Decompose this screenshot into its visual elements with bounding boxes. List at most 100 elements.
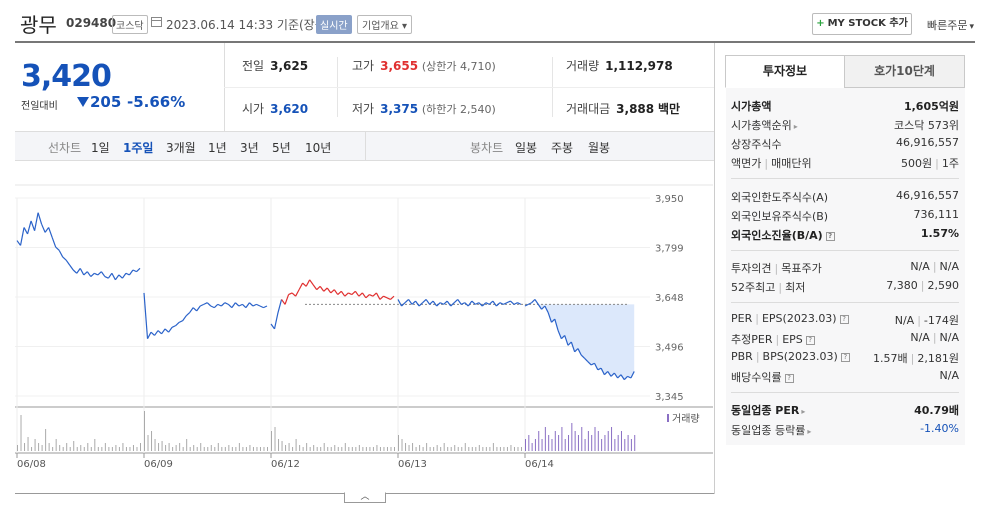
- company-overview-label: 기업개요: [362, 21, 399, 32]
- sector-per-row[interactable]: 동일업종 PER ▸ 40.79배: [731, 401, 959, 419]
- foreign-limit-value: 46,916,557: [896, 189, 959, 202]
- price-line-segment: [570, 341, 576, 353]
- par-unit-value: 500원 | 1주: [901, 155, 959, 171]
- current-price-box: 3,420 전일대비 205 -5.66%: [15, 43, 224, 131]
- price-line-segment: [104, 276, 109, 279]
- pipe-separator: |: [774, 262, 779, 275]
- price-line-segment: [238, 303, 243, 307]
- volume: 거래량 1,112,978: [566, 57, 673, 77]
- price-line-segment: [333, 289, 339, 295]
- 52week-high-value: 7,380: [886, 279, 918, 292]
- volume-bar: [45, 429, 47, 451]
- price-line-segment: [252, 303, 257, 307]
- candle-weekly[interactable]: 주봉: [551, 141, 574, 155]
- pbr-label: PBR: [731, 350, 753, 363]
- add-mystock-button[interactable]: + MY STOCK 추가: [812, 13, 912, 35]
- 52week-row: 52주최고 | 최저 7,380 | 2,590: [731, 278, 959, 296]
- company-overview-dropdown[interactable]: 기업개요 ▾: [357, 15, 413, 34]
- volume-bar: [136, 447, 138, 451]
- est-per-row: 추정PER | EPS? N/A | N/A: [731, 330, 959, 348]
- price-line-segment: [51, 237, 57, 248]
- volume-bar: [510, 445, 512, 451]
- price-line-segment: [551, 318, 556, 323]
- volume-bar: [182, 447, 184, 451]
- price-line-segment: [241, 303, 247, 309]
- pbr-period: (2023.03): [783, 350, 838, 363]
- price-line-segment: [62, 256, 67, 261]
- volume-bar: [97, 447, 99, 451]
- plus-icon: +: [816, 18, 825, 29]
- price-line-segment: [234, 302, 240, 307]
- period-10y[interactable]: 10년: [305, 141, 332, 155]
- volume-bar: [525, 439, 526, 451]
- help-icon[interactable]: ?: [825, 231, 835, 241]
- volume-bar: [415, 447, 417, 451]
- volume-bar: [281, 441, 283, 451]
- volume-bar: [379, 447, 381, 451]
- quick-order-dropdown[interactable]: 빠른주문: [927, 17, 974, 33]
- collapse-chart-button[interactable]: ︿: [344, 492, 386, 503]
- sector-rate-row[interactable]: 동일업종 등락률 ▸ -1.40%: [731, 421, 959, 439]
- caret-right-icon: ▸: [807, 427, 812, 436]
- shares-value: 46,916,557: [896, 136, 959, 149]
- opinion-value: N/A | N/A: [910, 260, 959, 273]
- bps-label: BPS: [762, 350, 784, 363]
- tab-invest-info[interactable]: 투자정보: [725, 55, 845, 88]
- volume-bar: [73, 441, 75, 451]
- volume-bar: [278, 439, 280, 451]
- help-icon[interactable]: ?: [839, 314, 849, 324]
- tab-orderbook[interactable]: 호가10단계: [844, 55, 965, 88]
- period-1y[interactable]: 1년: [208, 141, 227, 155]
- volume-bar: [154, 439, 156, 451]
- help-icon[interactable]: ?: [805, 335, 815, 345]
- period-3y[interactable]: 3년: [240, 141, 259, 155]
- volume-bar: [591, 435, 593, 451]
- price-line-segment: [295, 289, 300, 297]
- help-icon[interactable]: ?: [840, 352, 850, 362]
- period-3m[interactable]: 3개월: [166, 141, 196, 155]
- lower-limit: (하한가 2,540): [421, 103, 496, 116]
- volume-bar: [172, 447, 174, 451]
- market-cap-rank-row[interactable]: 시가총액순위 ▸ 코스닥 573위: [731, 116, 959, 134]
- unit-label: 매매단위: [771, 157, 812, 170]
- price-line-segment: [386, 297, 391, 300]
- volume-bar: [506, 447, 508, 451]
- y-tick-label: 3,345: [655, 392, 684, 403]
- volume-bar: [83, 447, 85, 451]
- volume-bar: [468, 447, 470, 451]
- period-1d[interactable]: 1일: [91, 141, 110, 155]
- est-per-value-text: N/A: [910, 331, 930, 344]
- candle-monthly[interactable]: 월봉: [588, 141, 611, 155]
- chevron-down-icon: ▾: [398, 21, 408, 32]
- pipe-separator: |: [935, 157, 939, 170]
- market-cap-rank-label: 시가총액순위 ▸: [731, 117, 798, 133]
- price-line-segment: [481, 302, 487, 307]
- price-line-segment: [19, 227, 25, 246]
- volume-bar: [55, 439, 57, 451]
- period-5y[interactable]: 5년: [272, 141, 291, 155]
- unit-value: 1주: [941, 157, 959, 170]
- opinion-label-text: 투자의견: [731, 262, 772, 275]
- volume-bar: [132, 445, 134, 451]
- candle-daily[interactable]: 일봉: [515, 141, 538, 155]
- volume-bar: [574, 431, 576, 451]
- prev-close-label: 전일: [242, 59, 265, 73]
- price-line-segment: [192, 307, 198, 312]
- volume-bar: [513, 447, 515, 451]
- realtime-badge[interactable]: 실시간: [316, 15, 352, 34]
- volume-bar: [365, 447, 367, 451]
- volume-bar: [238, 443, 240, 451]
- price-line-segment: [495, 302, 501, 307]
- period-1w[interactable]: 1주일: [123, 141, 154, 155]
- day-high-label: 고가: [352, 59, 375, 73]
- volume-bar: [440, 447, 442, 451]
- price-line-segment: [69, 264, 74, 271]
- volume-bar: [594, 427, 596, 451]
- price-line-segment: [630, 371, 635, 379]
- volume-bar: [372, 447, 374, 451]
- volume-bar: [390, 447, 392, 451]
- price-line-segment: [446, 300, 452, 307]
- price-line-segment: [44, 227, 50, 233]
- help-icon[interactable]: ?: [784, 373, 794, 383]
- price-line-segment: [298, 282, 304, 290]
